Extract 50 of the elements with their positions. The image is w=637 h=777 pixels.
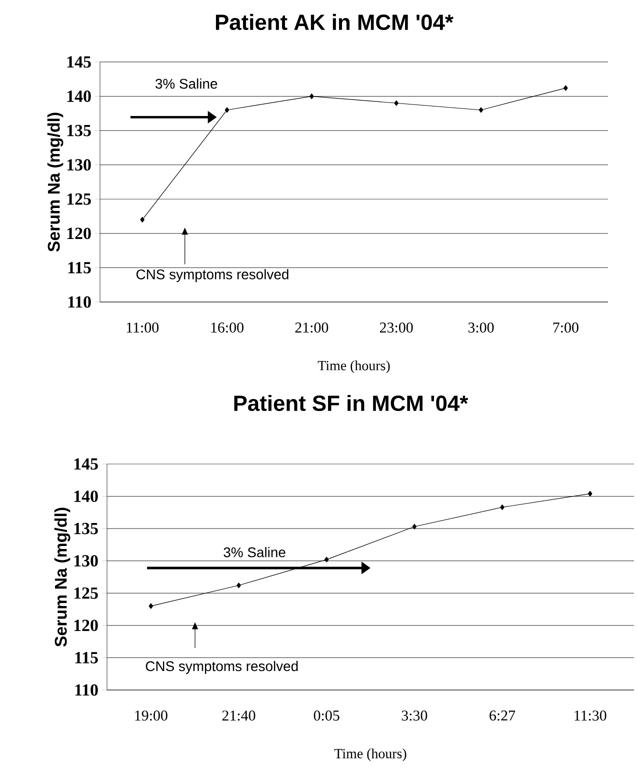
y-tick-label: 145 [74, 458, 98, 470]
x-tick-label: 23:00 [380, 322, 413, 333]
point [563, 85, 568, 91]
x-tick-label: 16:00 [211, 322, 244, 333]
y-tick-label: 120 [67, 228, 91, 240]
point [236, 582, 241, 588]
y-tick-label: 115 [68, 262, 91, 274]
point [148, 603, 153, 609]
y-tick-label: 140 [67, 90, 91, 102]
x-tick-label: 19:00 [135, 710, 168, 721]
x-tick-label: 3:30 [402, 710, 427, 721]
y-tick-label: 125 [74, 587, 98, 599]
annotation: 3% Saline [155, 78, 217, 89]
y-tick-label: 110 [68, 296, 91, 308]
y-axis-title: Serum Na (mg/dl) [54, 508, 70, 647]
point [478, 107, 484, 113]
y-tick-label: 135 [67, 124, 91, 136]
y-tick-label: 115 [75, 652, 98, 664]
point [500, 504, 504, 510]
x-tick-label: 0:05 [314, 710, 340, 721]
chart-title: Patient SF in MCM '04* [234, 394, 468, 412]
annotation: CNS symptoms resolved [146, 660, 298, 674]
chart-title: Patient AK in MCM '04* [216, 14, 454, 30]
point [412, 524, 416, 530]
x-tick-label: 3:00 [468, 322, 494, 333]
y-tick-label: 135 [74, 522, 98, 534]
point [588, 490, 592, 496]
y-tick-label: 140 [74, 490, 98, 502]
y-tick-label: 130 [74, 555, 98, 567]
x-tick-label: 11:00 [126, 322, 158, 333]
x-tick-label: 11:30 [574, 710, 606, 721]
x-axis-title: Time (hours) [334, 748, 406, 762]
x-tick-label: 7:00 [553, 322, 578, 333]
y-tick-label: 130 [67, 159, 91, 171]
y-axis-title: Serum Na (mg/dl) [47, 112, 64, 252]
annotation: CNS symptoms resolved [136, 269, 288, 282]
annotation: 3% Saline [224, 547, 286, 558]
point [224, 107, 230, 113]
y-tick-label: 145 [67, 56, 91, 68]
point [394, 100, 398, 106]
point [309, 93, 314, 100]
x-tick-label: 6:27 [489, 710, 515, 721]
y-tick-label: 110 [75, 684, 98, 696]
x-axis-title: Time (hours) [318, 360, 390, 374]
point [140, 216, 144, 222]
x-tick-label: 21:00 [295, 322, 328, 333]
y-tick-label: 125 [67, 193, 91, 205]
y-tick-label: 120 [74, 620, 98, 632]
x-tick-label: 21:40 [222, 710, 256, 721]
point [324, 556, 329, 562]
